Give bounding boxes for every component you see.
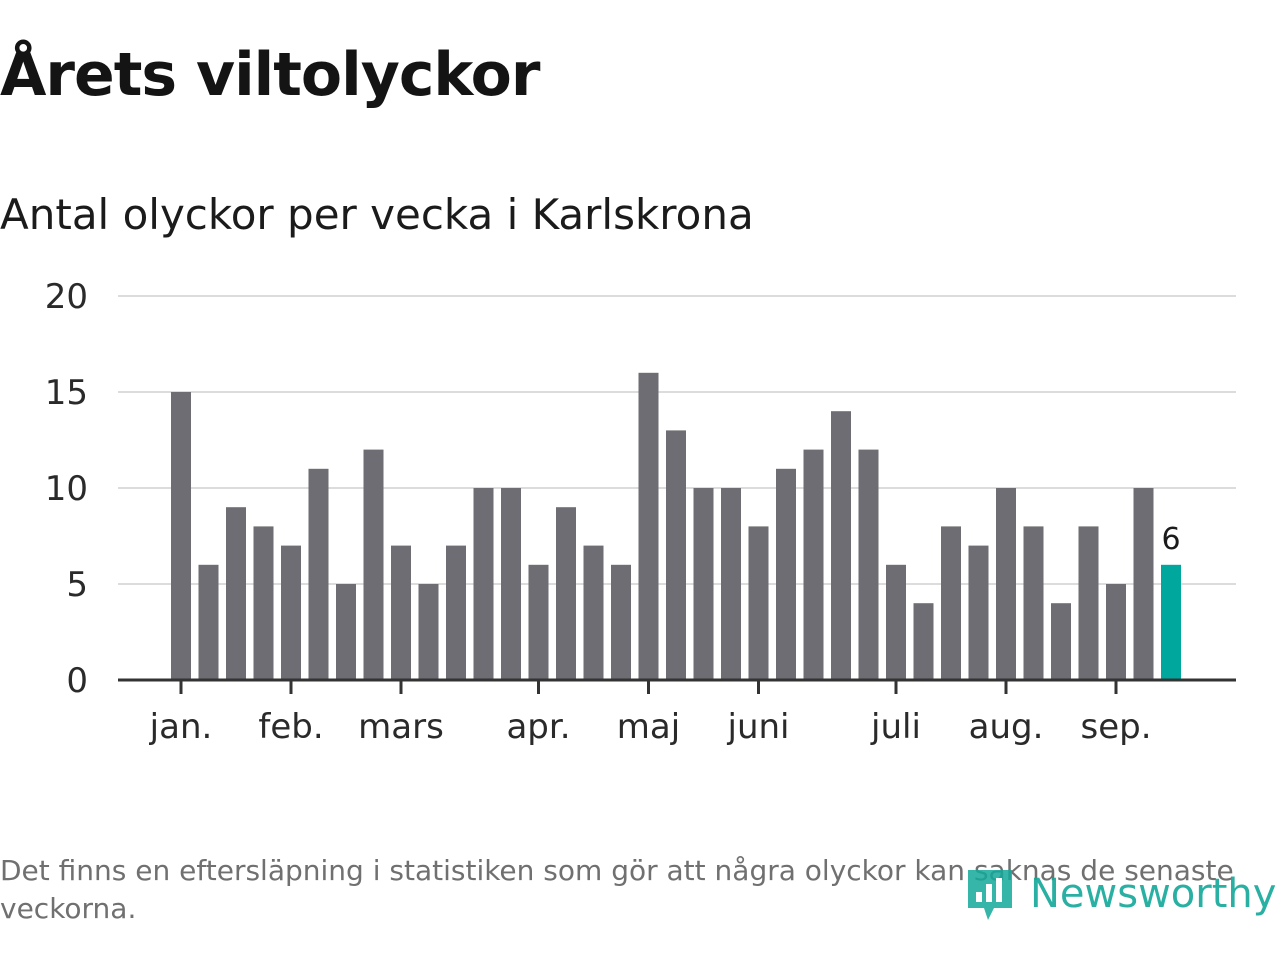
x-tick-label: mars <box>358 707 444 747</box>
bar <box>198 564 219 680</box>
bar <box>1051 603 1071 680</box>
bar <box>886 564 906 680</box>
y-tick-label: 10 <box>45 469 88 509</box>
bar <box>336 584 356 680</box>
y-tick-label: 20 <box>45 277 88 317</box>
bar <box>748 526 769 680</box>
bar <box>611 564 631 680</box>
bar <box>831 411 851 680</box>
bar <box>583 545 604 680</box>
bar <box>418 584 439 680</box>
bar <box>446 545 466 680</box>
bar <box>308 468 329 680</box>
chart-subtitle: Antal olyckor per vecka i Karlskrona <box>0 190 754 239</box>
bar <box>363 449 384 680</box>
newsworthy-logo-icon <box>968 870 1012 920</box>
bar <box>1078 526 1099 680</box>
x-tick-label: sep. <box>1080 707 1151 747</box>
bar <box>996 488 1016 680</box>
bar <box>528 564 549 680</box>
bar <box>941 526 961 680</box>
bar <box>913 603 934 680</box>
bar <box>776 468 796 680</box>
bar <box>1133 488 1154 680</box>
brand-name: Newsworthy <box>1030 871 1277 917</box>
y-tick-label: 0 <box>66 661 88 701</box>
x-tick-label: feb. <box>258 707 323 747</box>
bar <box>501 488 521 680</box>
bar <box>473 488 494 680</box>
bar <box>253 526 274 680</box>
bar <box>171 392 191 680</box>
bar <box>666 430 686 680</box>
bar-chart: 0 5 10 15 20 jan. feb. mars apr. maj juni juli aug. s… <box>45 277 1236 747</box>
y-tick-label: 15 <box>45 373 88 413</box>
bar <box>556 507 576 680</box>
x-tick-label: maj <box>617 707 680 747</box>
bar <box>858 449 879 680</box>
x-tick-label: jan. <box>149 707 213 747</box>
x-tick-label: juli <box>870 707 921 747</box>
brand-logo: Newsworthy <box>964 862 1276 926</box>
bar <box>391 545 411 680</box>
x-tick-label: apr. <box>506 707 570 747</box>
y-tick-label: 5 <box>66 565 88 605</box>
footnote: Det finns en eftersläpning i statistiken… <box>0 854 1234 925</box>
highlighted-bar <box>1161 564 1181 680</box>
bar <box>1023 526 1044 680</box>
bar <box>721 488 741 680</box>
bar <box>281 545 301 680</box>
x-tick-label: aug. <box>969 707 1044 747</box>
bar <box>1106 584 1126 680</box>
x-tick-label: juni <box>727 707 790 747</box>
page-title: Årets viltolyckor <box>0 40 540 110</box>
bar <box>638 372 659 680</box>
bar <box>968 545 989 680</box>
bar <box>803 449 824 680</box>
data-label: 6 <box>1161 522 1180 557</box>
bar <box>226 507 246 680</box>
bar <box>693 488 714 680</box>
